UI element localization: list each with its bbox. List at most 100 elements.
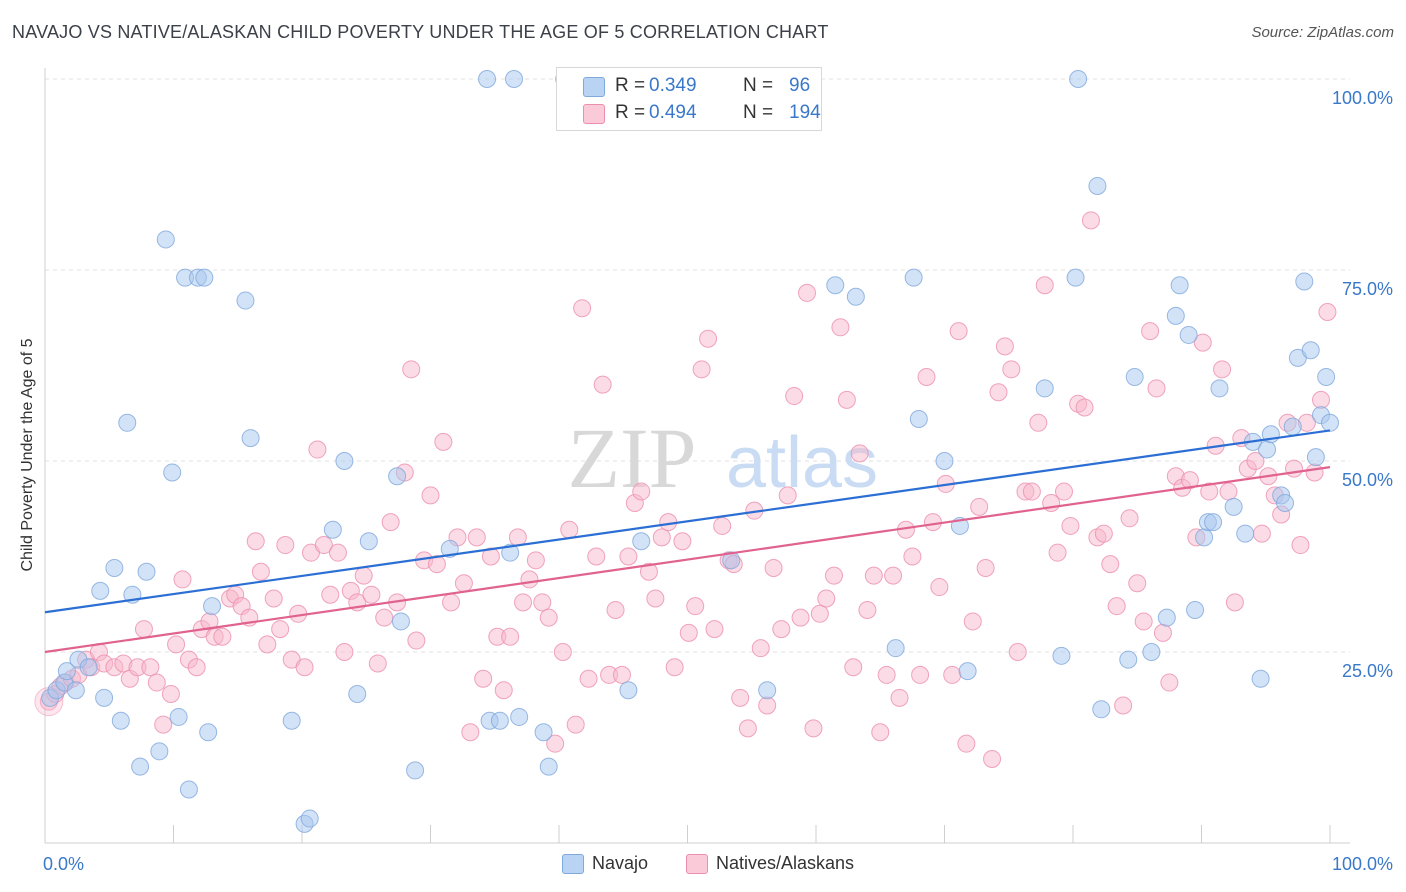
watermark-zip: ZIP: [568, 410, 697, 506]
data-point: [1283, 417, 1302, 436]
data-point: [539, 757, 558, 776]
legend-label-navajo: Navajo: [592, 853, 649, 873]
data-point: [195, 268, 214, 287]
data-point: [679, 623, 698, 642]
data-point: [407, 631, 426, 650]
data-point: [1107, 597, 1126, 616]
data-point: [1141, 322, 1160, 341]
data-point: [824, 566, 843, 585]
data-point: [271, 620, 290, 639]
data-point: [890, 688, 909, 707]
data-point: [490, 711, 509, 730]
data-point: [1160, 673, 1179, 692]
data-point: [1306, 448, 1325, 467]
watermark-atlas: atlas: [726, 423, 878, 503]
data-point: [713, 516, 732, 535]
data-point: [478, 70, 497, 88]
data-point: [1094, 524, 1113, 543]
series-natives-alaskans-points: [34, 211, 1337, 768]
data-point: [1180, 471, 1199, 490]
data-point: [1186, 600, 1205, 619]
data-point: [1318, 303, 1337, 322]
data-point: [156, 230, 175, 249]
data-point: [359, 532, 378, 551]
data-point: [1204, 513, 1223, 532]
data-point: [943, 665, 962, 684]
data-point: [335, 452, 354, 470]
data-point: [1142, 643, 1161, 661]
data-point: [652, 528, 671, 547]
data-point: [566, 715, 585, 734]
series-navajo-points: [41, 70, 1339, 833]
data-point: [751, 639, 770, 658]
data-point: [501, 627, 520, 646]
data-point: [1029, 413, 1048, 432]
data-point: [837, 390, 856, 409]
y-tick-label: 50.0%: [1342, 470, 1393, 490]
data-point: [131, 757, 150, 776]
watermark: ZIP atlas: [568, 410, 879, 506]
data-point: [282, 711, 301, 730]
data-point: [798, 283, 817, 302]
data-point: [494, 681, 513, 700]
legend-swatch-navajo: [562, 854, 584, 874]
data-point: [368, 654, 387, 673]
data-point: [461, 723, 480, 742]
legend-swatch-natives-alaskans: [583, 104, 605, 124]
data-point: [579, 669, 598, 688]
data-point: [553, 643, 572, 661]
data-point: [772, 620, 791, 639]
data-point: [335, 643, 354, 661]
data-point: [903, 547, 922, 566]
legend-r-value-natives-alaskans: 0.494: [649, 102, 697, 123]
data-point: [323, 520, 342, 539]
data-point: [169, 707, 188, 726]
data-point: [665, 658, 684, 677]
data-point: [199, 723, 218, 742]
data-point: [241, 429, 260, 448]
data-point: [163, 463, 182, 482]
data-point: [904, 268, 923, 287]
data-point: [1251, 669, 1270, 688]
data-point: [508, 528, 527, 547]
legend-r-label: R =: [615, 75, 646, 96]
data-point: [612, 665, 631, 684]
grid-lines: [45, 78, 1350, 653]
data-point: [930, 578, 949, 597]
data-point: [105, 558, 124, 577]
data-point: [958, 662, 977, 681]
data-point: [917, 367, 936, 386]
data-point: [454, 574, 473, 593]
data-point: [442, 593, 461, 612]
data-point: [533, 593, 552, 612]
data-point: [1048, 543, 1067, 562]
data-point: [877, 665, 896, 684]
data-point: [1301, 341, 1320, 360]
data-point: [758, 681, 777, 700]
data-point: [731, 688, 750, 707]
data-point: [785, 387, 804, 406]
data-point: [1258, 440, 1277, 459]
data-point: [1195, 528, 1214, 547]
data-point: [659, 513, 678, 532]
data-point: [791, 608, 810, 627]
data-point: [1114, 696, 1133, 715]
legend-n-value-natives-alaskans: 194: [789, 102, 821, 123]
data-point: [632, 532, 651, 551]
data-point: [673, 532, 692, 551]
legend-label-natives-alaskans: Natives/Alaskans: [716, 853, 855, 873]
x-tick-label-start: 0.0%: [43, 854, 84, 874]
data-point: [646, 589, 665, 608]
data-point: [391, 612, 410, 631]
source-label: Source: ZipAtlas.com: [1251, 24, 1394, 41]
data-point: [388, 467, 407, 486]
data-point: [264, 589, 283, 608]
data-point: [1081, 211, 1100, 230]
data-point: [606, 600, 625, 619]
data-point: [91, 581, 110, 600]
legend-swatch-natives-alaskans: [686, 854, 708, 874]
data-point: [1128, 574, 1147, 593]
stats-legend: R = 0.349 N = 96 R = 0.494 N = 194: [556, 67, 822, 131]
data-point: [251, 562, 270, 581]
data-point: [1088, 176, 1107, 195]
